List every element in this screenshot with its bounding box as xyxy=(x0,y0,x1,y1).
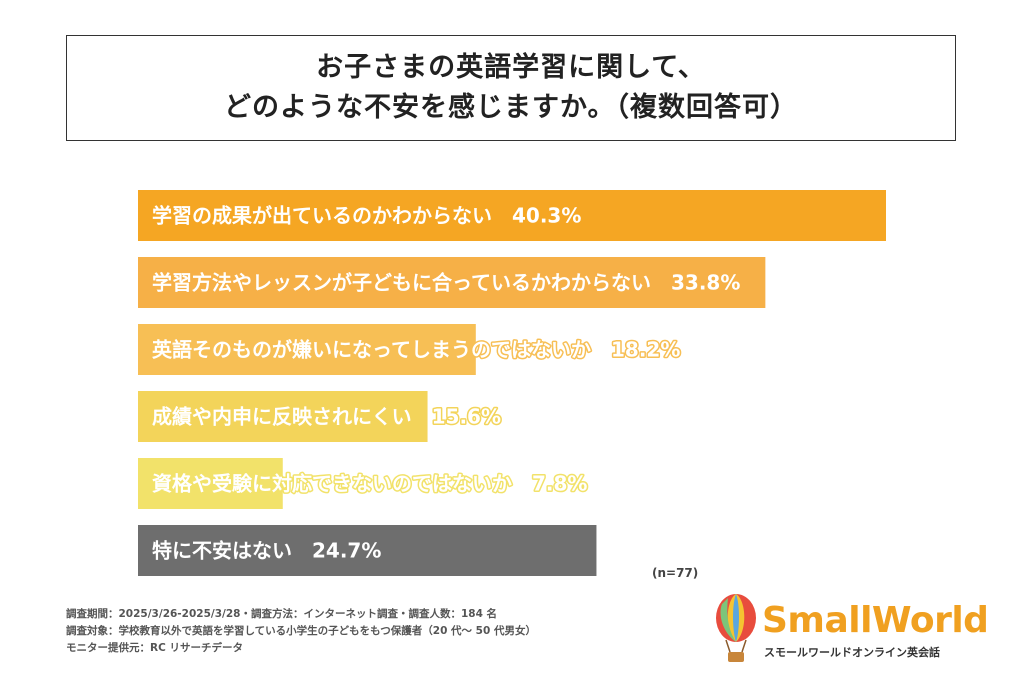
bar-label-1: 学習方法やレッスンが子どもに合っているかわからない 33.8% xyxy=(152,271,740,295)
value-label-2: 18.2% xyxy=(591,338,680,362)
value-label-0: 40.3% xyxy=(492,204,581,228)
logo-tagline: スモールワールドオンライン英会話 xyxy=(764,646,940,659)
bar-label-2: 英語そのものが嫌いになってしまうのではないか 18.2% xyxy=(152,338,680,362)
sample-size: (n=77) xyxy=(652,566,699,580)
balloon-icon xyxy=(716,594,756,662)
bar-label-5: 特に不安はない 24.7% xyxy=(152,539,381,563)
category-label-2: 英語そのものが嫌いになってしまうのではないか xyxy=(152,338,591,362)
chart-title-line-1: お子さまの英語学習に関して、 xyxy=(316,52,706,83)
category-label-0: 学習の成果が出ているのかわからない xyxy=(152,204,492,228)
chart-title-line-2: どのような不安を感じますか。（複数回答可） xyxy=(224,92,798,123)
bar-label-0: 学習の成果が出ているのかわからない 40.3% xyxy=(152,204,581,228)
value-label-4: 7.8% xyxy=(512,472,587,496)
bar-5 xyxy=(138,525,597,576)
bar-label-3: 成績や内申に反映されにくい 15.6% xyxy=(152,405,501,429)
logo-wordmark: SmallWorld xyxy=(762,600,989,641)
bar-3 xyxy=(138,391,428,442)
bar-2 xyxy=(138,324,476,375)
value-label-1: 33.8% xyxy=(651,271,740,295)
category-label-1: 学習方法やレッスンが子どもに合っているかわからない xyxy=(152,271,651,295)
survey-footer: 調査期間：2025/3/26-2025/3/28・調査方法：インターネット調査・… xyxy=(66,606,536,657)
footer-line-2: 調査対象：学校教育以外で英語を学習している小学生の子どもをもつ保護者（20 代～… xyxy=(66,625,536,637)
title-box: お子さまの英語学習に関して、 どのような不安を感じますか。（複数回答可） xyxy=(66,35,956,141)
bar-1 xyxy=(138,257,766,308)
bar-label-4: 資格や受験に対応できないのではないか 7.8% xyxy=(152,472,587,496)
category-label-5: 特に不安はない xyxy=(152,539,292,563)
bar-chart: 学習の成果が出ているのかわからない 40.3% 学習方法やレッスンが子どもに合って… xyxy=(138,190,886,576)
footer-line-3: モニター提供元：RC リサーチデータ xyxy=(66,642,243,654)
category-label-4: 資格や受験に対応できないのではないか xyxy=(152,472,512,496)
smallworld-logo: SmallWorld スモールワールドオンライン英会話 xyxy=(712,590,989,670)
bar-0 xyxy=(138,190,886,241)
value-label-3: 15.6% xyxy=(412,405,501,429)
category-label-3: 成績や内申に反映されにくい xyxy=(152,405,412,429)
footer-line-1: 調査期間：2025/3/26-2025/3/28・調査方法：インターネット調査・… xyxy=(66,608,498,620)
bar-4 xyxy=(138,458,283,509)
value-label-5: 24.7% xyxy=(292,539,381,563)
